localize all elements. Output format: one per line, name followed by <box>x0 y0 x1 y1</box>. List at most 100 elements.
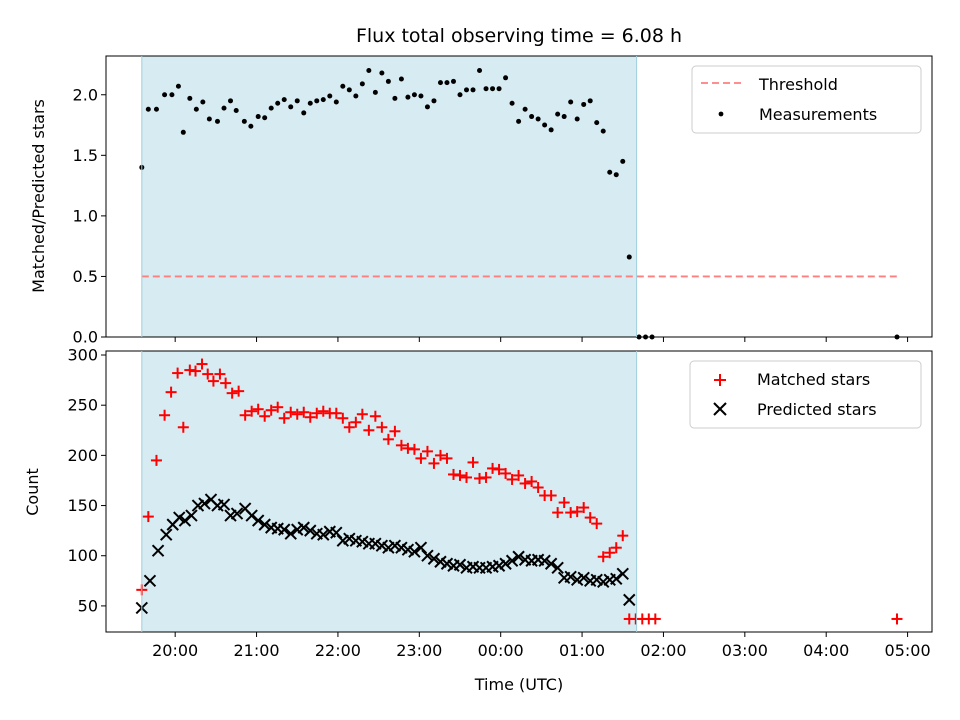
measurement-point <box>353 93 359 99</box>
predicted-point <box>499 557 512 570</box>
measurement-point <box>587 98 593 104</box>
measurement-point <box>153 106 159 112</box>
x-tick-label: 02:00 <box>640 641 686 660</box>
observing-window-shade-top <box>141 56 637 337</box>
predicted-point <box>577 571 590 585</box>
x-tick-label: 20:00 <box>152 641 198 660</box>
measurement-point <box>568 99 574 105</box>
measurement-point <box>180 129 186 135</box>
matched-point <box>207 375 219 387</box>
measurement-point <box>444 80 450 86</box>
matched-point <box>513 469 525 481</box>
matched-point <box>506 473 518 485</box>
measurement-point <box>450 78 456 84</box>
measurement-point <box>418 93 424 99</box>
matched-point <box>202 368 214 380</box>
legend-threshold-label: Threshold <box>758 75 838 94</box>
measurement-point <box>379 70 385 76</box>
measurement-point <box>594 120 600 126</box>
matched-point <box>239 409 251 421</box>
matched-point <box>571 506 583 518</box>
predicted-point <box>610 572 623 586</box>
predicted-point <box>258 518 271 531</box>
count-y-ticks: 50 100 150 200 250 300 <box>67 346 106 615</box>
measurement-point <box>294 98 300 104</box>
matched-point <box>447 468 459 480</box>
measurement-point <box>214 118 220 124</box>
measurement-point <box>333 99 339 105</box>
matched-point <box>382 433 394 445</box>
matched-point <box>558 497 570 509</box>
measurement-point <box>359 81 365 87</box>
count-legend: Matched stars Predicted stars <box>689 360 922 429</box>
matched-point <box>500 467 512 479</box>
predicted-point <box>427 552 441 565</box>
predicted-point <box>304 524 317 537</box>
predicted-point <box>198 497 211 510</box>
x-tick-label: 05:00 <box>885 641 931 660</box>
measurement-point <box>437 80 443 86</box>
measurement-point <box>169 92 175 98</box>
measurement-point <box>470 87 476 93</box>
matched-point <box>190 365 202 377</box>
predicted-points <box>135 493 636 615</box>
measurement-point <box>187 95 193 101</box>
x-tick-label: 04:00 <box>803 641 849 660</box>
measurement-point <box>162 92 168 98</box>
legend-matched-label: Matched stars <box>757 370 870 389</box>
measurement-point <box>262 115 268 121</box>
predicted-point <box>185 509 198 522</box>
predicted-point <box>317 528 330 541</box>
measurement-point <box>457 92 463 98</box>
matched-point <box>493 463 505 475</box>
legend-measurements-label: Measurements <box>759 105 877 124</box>
x-tick-label: 03:00 <box>722 641 768 660</box>
count-panel: 50 100 150 200 250 300 20:00 21:00 22:00 23:00 00… <box>23 346 933 694</box>
measurement-point <box>327 93 333 99</box>
measurement-point <box>600 128 606 134</box>
predicted-point <box>538 554 551 567</box>
predicted-point <box>178 514 192 527</box>
matched-point <box>311 407 323 419</box>
measurement-point <box>301 110 307 116</box>
predicted-point <box>284 527 297 540</box>
y-tick-label: 1.5 <box>73 146 98 165</box>
measurement-point <box>411 92 417 98</box>
predicted-point <box>564 570 577 584</box>
matched-point <box>565 507 577 519</box>
measurement-point <box>503 75 509 81</box>
measurement-point <box>405 94 411 100</box>
matched-point <box>584 512 596 524</box>
predicted-point <box>408 545 421 558</box>
measurement-point <box>314 98 320 104</box>
predicted-point <box>512 550 525 563</box>
matched-point <box>532 481 544 493</box>
measurement-point <box>607 169 613 175</box>
measurement-point <box>424 104 430 110</box>
measurement-point <box>248 123 254 129</box>
measurement-point <box>581 101 587 107</box>
predicted-point <box>151 544 165 557</box>
matched-point <box>395 439 407 451</box>
chart-title: Flux total observing time = 6.08 h <box>356 25 682 47</box>
predicted-point <box>544 557 558 570</box>
matched-point <box>649 613 661 625</box>
matched-point <box>617 530 629 542</box>
measurement-point <box>281 97 287 103</box>
predicted-point <box>616 567 629 580</box>
matched-point <box>526 475 538 487</box>
measurement-point <box>490 86 496 92</box>
predicted-point <box>245 509 258 522</box>
matched-point <box>389 425 401 437</box>
y-tick-label: 50 <box>78 596 98 615</box>
matched-point <box>421 445 433 457</box>
matched-point <box>428 457 440 469</box>
matched-point <box>252 403 264 415</box>
x-tick-label: 23:00 <box>396 641 442 660</box>
measurement-point <box>574 116 580 122</box>
measurement-point <box>392 95 398 101</box>
measurement-point <box>626 254 632 260</box>
matched-point <box>298 406 310 418</box>
matched-points <box>136 358 903 625</box>
